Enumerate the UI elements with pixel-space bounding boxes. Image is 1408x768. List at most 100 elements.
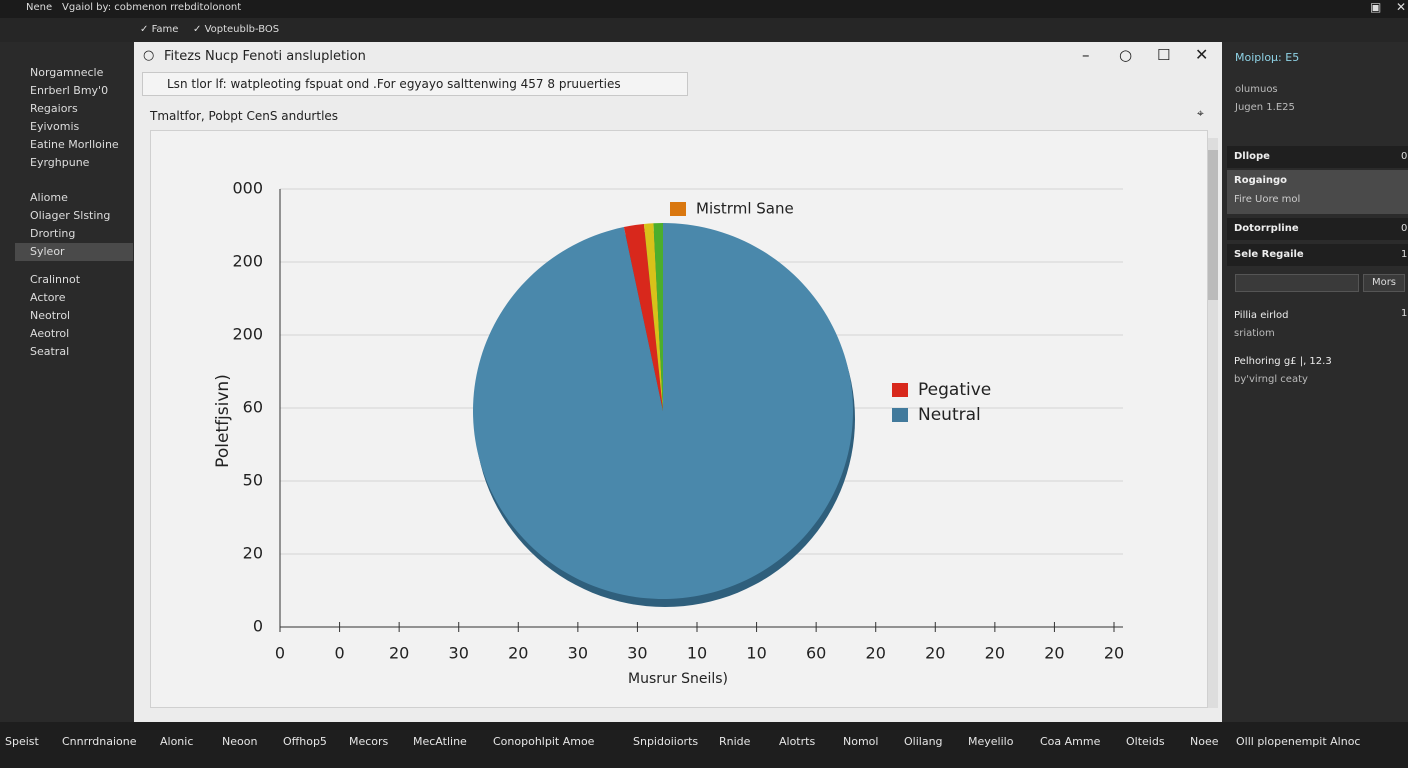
sidebar-item[interactable]: Drorting — [30, 227, 76, 240]
sidebar-item[interactable]: Cralinnot — [30, 273, 81, 286]
menu-item[interactable]: Nene — [26, 2, 53, 13]
taskbar-item[interactable]: Noee — [1190, 735, 1219, 748]
right-panel: Moiploµ: E5 olumuos Jugen 1.E25 Dllope 0 Roga… — [1225, 42, 1408, 722]
sidebar-item[interactable]: Actore — [30, 291, 66, 304]
address-bar[interactable]: Lsn tlor lf: watpleoting fspuat ond .For… — [142, 72, 688, 96]
x-tick-label: 10 — [687, 644, 707, 663]
taskbar-item[interactable]: Speist — [5, 735, 39, 748]
legend-label: Pegative — [918, 380, 991, 400]
sidebar-item[interactable]: Regaiors — [30, 102, 78, 115]
pie-slice — [653, 223, 663, 411]
y-tick-label: 20 — [243, 544, 263, 563]
pie-slice — [623, 223, 663, 411]
x-axis-title: Musrur Sneils) — [628, 671, 728, 687]
toolbar-item[interactable]: ✓ Vopteublb-BOS — [193, 24, 280, 35]
y-axis-title: Poletfjsivn) — [213, 374, 233, 468]
close[interactable]: ✕ — [1195, 45, 1209, 64]
toolbar: ✓ Fame ✓ Vopteublb-BOS — [0, 18, 1408, 42]
legend-label: Neutral — [918, 405, 981, 425]
y-tick-label: 60 — [243, 398, 263, 417]
menu-item[interactable]: Vgaiol by: cobmenon rrebditolonont — [62, 2, 242, 13]
taskbar-item[interactable]: MecAtline — [413, 735, 467, 748]
y-tick-label: 000 — [232, 179, 263, 198]
sidebar-item[interactable]: Norgamnecle — [30, 66, 104, 79]
close-icon[interactable]: ✕ — [1396, 0, 1407, 14]
button[interactable]: Mors — [1363, 274, 1405, 292]
taskbar-item[interactable]: Conopohlpit Amoe — [493, 735, 595, 748]
taskbar-item[interactable]: Offhop5 — [283, 735, 327, 748]
x-tick-label: 20 — [1044, 644, 1064, 663]
toolbar-item[interactable]: ✓ Fame — [140, 24, 179, 35]
row-value: 1 — [1401, 249, 1408, 260]
maximize[interactable]: ☐ — [1157, 46, 1171, 64]
taskbar-item[interactable]: Olteids — [1126, 735, 1165, 748]
sidebar-item[interactable]: Syleor — [15, 243, 133, 261]
taskbar-item[interactable]: Coa Amme — [1040, 735, 1101, 748]
taskbar-item[interactable]: Snpidoiiorts — [633, 735, 699, 748]
sidebar-item[interactable]: Aliome — [30, 191, 68, 204]
footer-note: sriatiom — [1234, 328, 1275, 339]
row-label: Dotorrpline — [1234, 223, 1299, 234]
x-tick-label: 20 — [866, 644, 886, 663]
chart-area: Poletfjsivn) Musrur Sneils) 000 200 200 60 5… — [150, 130, 1208, 708]
minimize[interactable]: – — [1082, 46, 1090, 64]
x-tick-label: 0 — [275, 644, 285, 663]
x-tick-label: 30 — [568, 644, 588, 663]
footer-label: Pillia eirlod — [1234, 310, 1289, 321]
y-tick-label: 200 — [232, 252, 263, 271]
y-tick-label: 0 — [253, 617, 263, 636]
sidebar-item[interactable]: Eyrghpune — [30, 156, 90, 169]
x-tick-label: 20 — [389, 644, 409, 663]
taskbar-item[interactable]: Neoon — [222, 735, 258, 748]
panel-row — [1227, 244, 1408, 266]
sidebar-item[interactable]: Seatral — [30, 345, 70, 358]
window-title: Fitezs Nucp Fenoti anslupletion — [164, 49, 366, 64]
sidebar-item[interactable]: Enrberl Bmy'0 — [30, 84, 109, 97]
row-label: Rogaingo — [1234, 175, 1288, 186]
sidebar-item[interactable]: Eyivomis — [30, 120, 80, 133]
x-tick-label: 30 — [449, 644, 469, 663]
taskbar-item[interactable]: Rnide — [719, 735, 751, 748]
address-text: Lsn tlor lf: watpleoting fspuat ond .For… — [167, 77, 621, 91]
taskbar-item[interactable]: Nomol — [843, 735, 879, 748]
sidebar: Norgamnecle Enrberl Bmy'0 Regaiors Eyivomis… — [0, 42, 133, 722]
scroll-thumb[interactable] — [1208, 150, 1218, 300]
y-tick-label: 200 — [232, 325, 263, 344]
toolbar-text: Vopteublb-BOS — [204, 24, 280, 35]
window-icon: ○ — [143, 48, 155, 63]
pin[interactable]: ⌖ — [1197, 106, 1204, 120]
y-tick-label: 50 — [243, 471, 263, 490]
x-tick-label: 20 — [508, 644, 528, 663]
row-note: Fire Uore mol — [1234, 194, 1301, 205]
icon[interactable]: ▣ — [1370, 0, 1382, 14]
taskbar-item[interactable]: Olll plopenempit Alnoc — [1236, 735, 1361, 748]
footer-note: by'virngl ceaty — [1234, 374, 1308, 385]
x-tick-label: 60 — [806, 644, 826, 663]
restore[interactable]: ○ — [1119, 46, 1133, 64]
x-tick-label: 20 — [1104, 644, 1124, 663]
legend-swatch — [670, 202, 686, 216]
sidebar-item[interactable]: Eatine Morlloine — [30, 138, 119, 151]
taskbar-item[interactable]: Mecors — [349, 735, 389, 748]
panel-row — [1227, 170, 1408, 214]
sidebar-item[interactable]: Neotrol — [30, 309, 71, 322]
panel-row — [1227, 146, 1408, 168]
pie-slice — [643, 223, 663, 411]
sidebar-item[interactable]: Oliager Slsting — [30, 209, 111, 222]
taskbar-item[interactable]: Alotrts — [779, 735, 816, 748]
x-tick-label: 20 — [925, 644, 945, 663]
taskbar-item[interactable]: Alonic — [160, 735, 194, 748]
legend-label: Mistrml Sane — [696, 200, 794, 218]
footer-value: 1 — [1401, 308, 1408, 319]
x-tick-label: 10 — [746, 644, 766, 663]
legend-swatch — [892, 383, 908, 397]
scrollbar[interactable] — [1208, 138, 1218, 708]
toolbar-text: Fame — [151, 24, 179, 35]
dropdown[interactable] — [1235, 274, 1359, 292]
taskbar-item[interactable]: Cnnrrdnaione — [62, 735, 137, 748]
sidebar-item[interactable]: Aeotrol — [30, 327, 70, 340]
panel-title: Tmaltfor, Pobpt CenS andurtles — [150, 109, 339, 123]
window: ○ Fitezs Nucp Fenoti anslupletion – ○ ☐ … — [134, 42, 1222, 722]
taskbar-item[interactable]: Olilang — [904, 735, 943, 748]
taskbar-item[interactable]: Meyelilo — [968, 735, 1014, 748]
